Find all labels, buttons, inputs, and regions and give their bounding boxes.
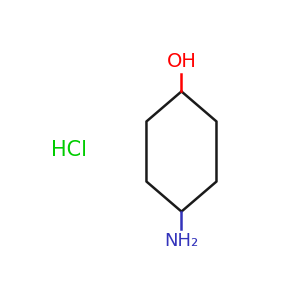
Text: OH: OH (167, 52, 197, 70)
Text: HCl: HCl (51, 140, 87, 160)
Text: NH₂: NH₂ (164, 232, 199, 250)
